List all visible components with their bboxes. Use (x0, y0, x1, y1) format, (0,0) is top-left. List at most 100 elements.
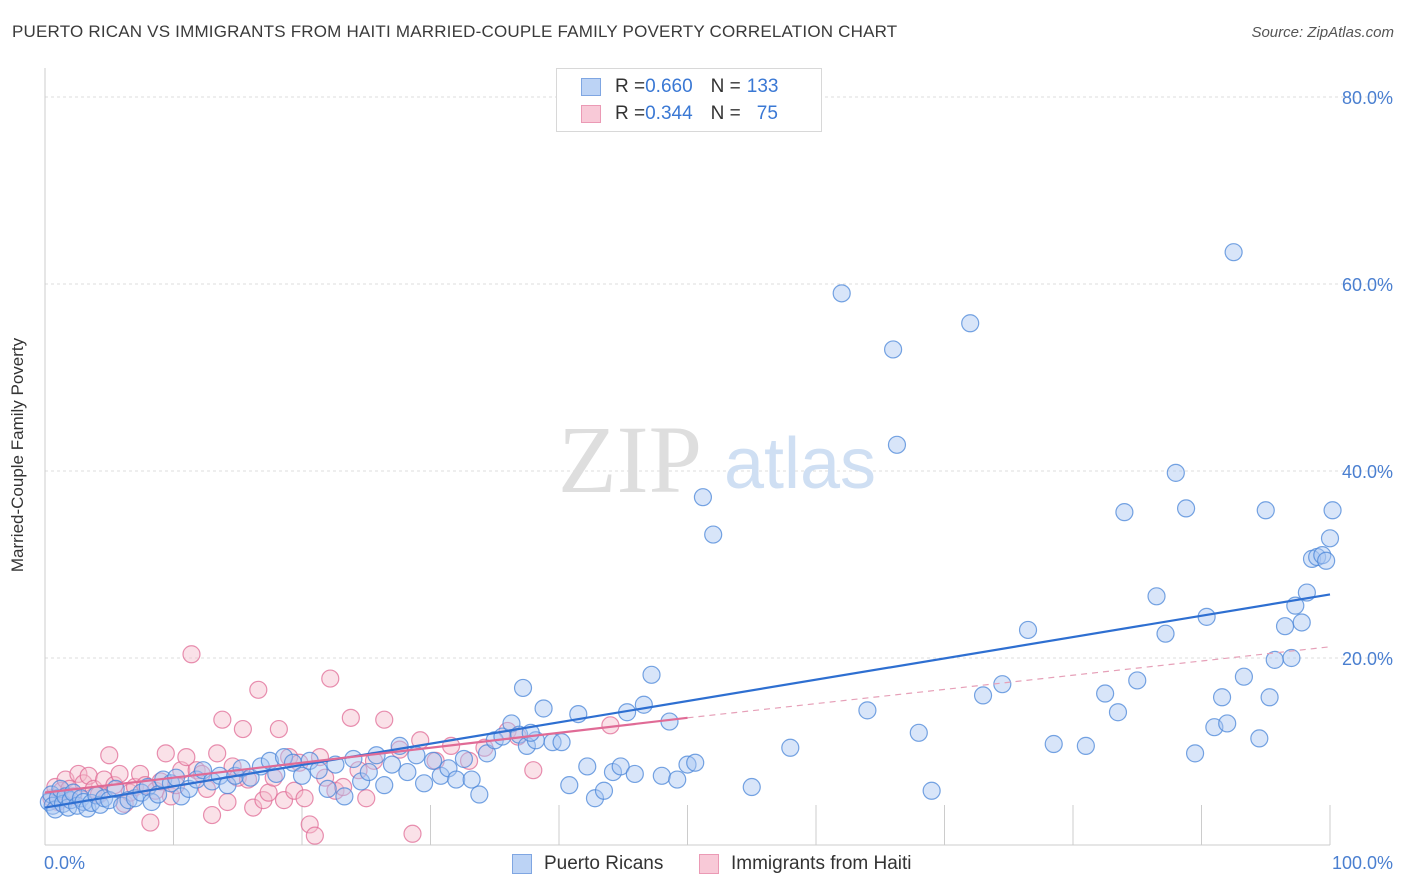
puerto-rican-point (909, 723, 928, 742)
puerto-rican-point (883, 340, 903, 359)
puerto-rican-point (1212, 688, 1232, 707)
puerto-rican-point (1224, 243, 1243, 262)
haiti-trend-line (44, 716, 688, 794)
puerto-rican-point (742, 777, 761, 797)
puerto-rican-point (292, 766, 312, 785)
y-tick-label: 40.0% (1342, 462, 1393, 482)
legend-item-haiti: Immigrants from Haiti (699, 852, 912, 876)
haiti-point (300, 815, 319, 834)
puerto-rican-point (431, 766, 450, 785)
n-value: 133 (746, 76, 779, 97)
watermark-zip: ZIP (558, 406, 702, 513)
haiti-point (213, 710, 232, 729)
legend-swatch-blue (512, 854, 532, 874)
puerto-rican-point (1147, 587, 1166, 606)
haiti-point (334, 777, 353, 797)
puerto-rican-trend-line (44, 593, 1331, 809)
stats-legend: R = 0.660 N = 133 R = 0.344 N = 75 (556, 68, 822, 132)
puerto-rican-point (142, 792, 161, 812)
stats-row-puerto-rican: R = 0.660 N = 133 (581, 74, 778, 100)
puerto-rican-point (552, 733, 571, 752)
legend-label: Puerto Ricans (544, 853, 664, 874)
legend-label: Immigrants from Haiti (731, 853, 912, 874)
haiti-point (305, 826, 324, 845)
puerto-rican-point (961, 314, 980, 333)
haiti-point (249, 680, 268, 699)
haiti-point (321, 669, 340, 688)
puerto-rican-point (922, 781, 941, 800)
watermark-atlas: atlas (724, 424, 876, 504)
legend-swatch-pink (581, 105, 601, 123)
puerto-rican-point (1185, 744, 1205, 763)
haiti-point (177, 748, 196, 767)
puerto-rican-point (534, 699, 553, 718)
legend-swatch-pink (699, 854, 719, 874)
haiti-trend-extension (687, 646, 1331, 719)
n-value: 75 (756, 103, 778, 124)
puerto-rican-point (359, 762, 378, 782)
x-tick-label: 0.0% (44, 853, 85, 873)
puerto-rican-point (858, 701, 877, 720)
haiti-point (274, 791, 294, 810)
puerto-rican-point (1076, 736, 1095, 755)
puerto-rican-point (1128, 671, 1147, 690)
haiti-point (285, 781, 304, 800)
puerto-rican-point (1018, 620, 1038, 640)
puerto-rican-point (1156, 624, 1175, 643)
puerto-rican-point (382, 755, 402, 774)
puerto-rican-point (423, 751, 443, 770)
puerto-rican-point (462, 770, 481, 789)
puerto-rican-point (704, 525, 723, 544)
puerto-rican-point (1275, 617, 1295, 636)
puerto-rican-point (668, 770, 687, 789)
puerto-rican-point (318, 779, 337, 799)
puerto-rican-point (1234, 667, 1254, 686)
puerto-rican-point (1044, 734, 1063, 754)
haiti-point (375, 710, 394, 729)
puerto-rican-point (1317, 551, 1336, 570)
puerto-rican-points (39, 243, 1342, 819)
puerto-rican-point (1108, 703, 1128, 722)
puerto-rican-point (344, 749, 363, 769)
y-axis-label: Married-Couple Family Poverty (8, 337, 27, 573)
puerto-rican-point (1250, 729, 1269, 748)
puerto-rican-point (375, 776, 394, 795)
puerto-rican-point (513, 678, 533, 698)
chart-title: PUERTO RICAN VS IMMIGRANTS FROM HAITI MA… (12, 22, 898, 41)
puerto-rican-point (686, 753, 705, 772)
haiti-point (244, 798, 263, 817)
puerto-rican-point (1320, 529, 1340, 548)
puerto-rican-point (887, 435, 907, 454)
puerto-rican-point (642, 665, 661, 684)
puerto-rican-point (1256, 501, 1275, 520)
puerto-rican-point (781, 738, 800, 757)
y-tick-label: 80.0% (1342, 88, 1393, 108)
axes (44, 68, 1331, 846)
puerto-rican-point (973, 686, 993, 705)
r-label: R = (615, 76, 646, 97)
puerto-rican-point (1096, 684, 1115, 703)
puerto-rican-point (172, 787, 191, 806)
puerto-rican-point (470, 785, 489, 804)
puerto-rican-point (832, 284, 851, 303)
puerto-rican-point (693, 488, 713, 507)
stats-row-haiti: R = 0.344 N = 75 (581, 101, 778, 127)
grid-lines (45, 96, 1395, 659)
haiti-point (295, 789, 314, 808)
puerto-rican-point (1292, 613, 1311, 632)
haiti-point (110, 764, 129, 784)
puerto-rican-point (352, 772, 371, 791)
puerto-rican-point (1282, 648, 1301, 668)
puerto-rican-point (454, 749, 474, 769)
haiti-point (182, 645, 201, 664)
watermark: ZIP atlas (558, 406, 876, 513)
puerto-rican-point (414, 774, 434, 793)
puerto-rican-point (634, 695, 653, 714)
puerto-rican-point (1260, 688, 1279, 707)
puerto-rican-point (335, 787, 354, 806)
puerto-rican-point (652, 766, 671, 785)
haiti-point (202, 805, 222, 825)
haiti-point (269, 719, 288, 739)
puerto-rican-point (1218, 714, 1237, 733)
puerto-rican-point (611, 757, 630, 776)
